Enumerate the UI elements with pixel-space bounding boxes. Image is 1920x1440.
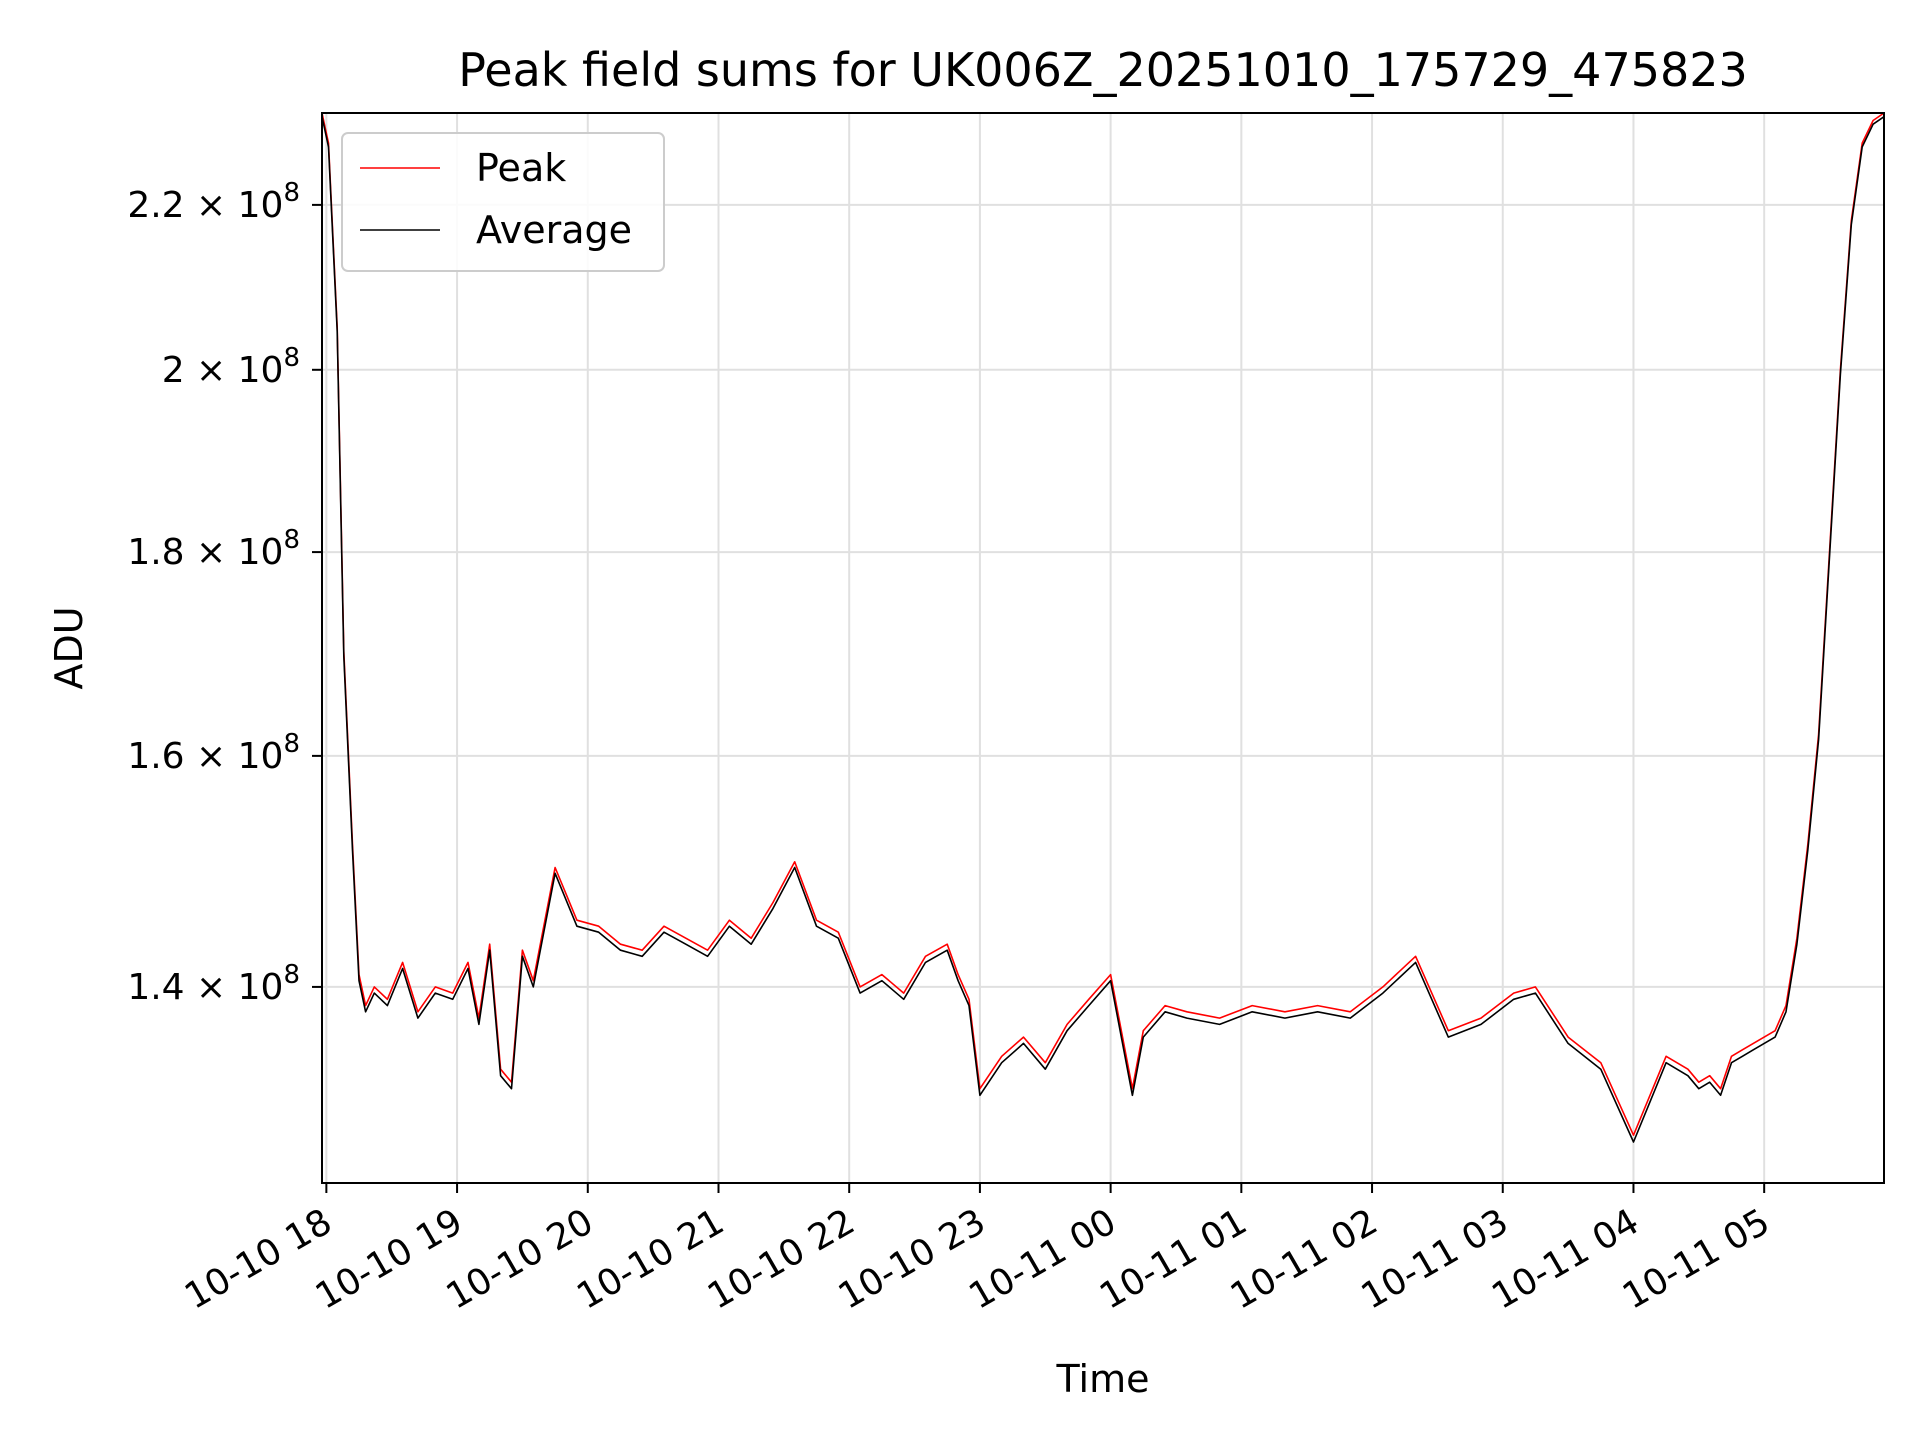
y-axis-ticks: 1.4 × 108 1.6 × 108 1.8 × 108 2 × 108 2.2 × …: [127, 178, 322, 1008]
x-tick-label: 10-11 00: [962, 1201, 1123, 1317]
plot-frame: [321, 112, 1885, 1184]
legend-label-average: Average: [476, 208, 632, 252]
x-tick-label: 10-10 21: [570, 1201, 731, 1317]
x-tick-label: 10-10 19: [309, 1201, 470, 1317]
x-tick-label: 10-11 03: [1355, 1201, 1516, 1317]
gridlines: [322, 113, 1884, 1183]
series-layer: [321, 112, 1885, 1143]
x-tick-label: 10-11 05: [1616, 1201, 1777, 1317]
y-tick-label: 1.4 × 108: [127, 960, 300, 1008]
legend: Peak Average: [341, 132, 665, 272]
x-tick-label: 10-11 02: [1224, 1201, 1385, 1317]
series-line-peak: [321, 112, 1885, 1136]
x-tick-label: 10-11 01: [1093, 1201, 1254, 1317]
y-tick-label: 2.2 × 108: [127, 178, 300, 226]
y-tick-label: 1.8 × 108: [127, 525, 300, 573]
x-axis-label: Time: [1056, 1357, 1150, 1401]
chart-title: Peak field sums for UK006Z_20251010_1757…: [458, 43, 1748, 97]
y-axis-label: ADU: [47, 606, 91, 689]
x-tick-label: 10-10 20: [440, 1201, 601, 1317]
legend-label-peak: Peak: [476, 146, 566, 190]
x-tick-label: 10-10 23: [832, 1201, 993, 1317]
x-tick-label: 10-10 18: [178, 1201, 339, 1317]
y-tick-label: 2 × 108: [162, 343, 300, 391]
x-tick-label: 10-10 22: [701, 1201, 862, 1317]
y-tick-label: 1.6 × 108: [127, 729, 300, 777]
series-line-average: [321, 116, 1885, 1143]
x-tick-label: 10-11 04: [1485, 1201, 1646, 1317]
